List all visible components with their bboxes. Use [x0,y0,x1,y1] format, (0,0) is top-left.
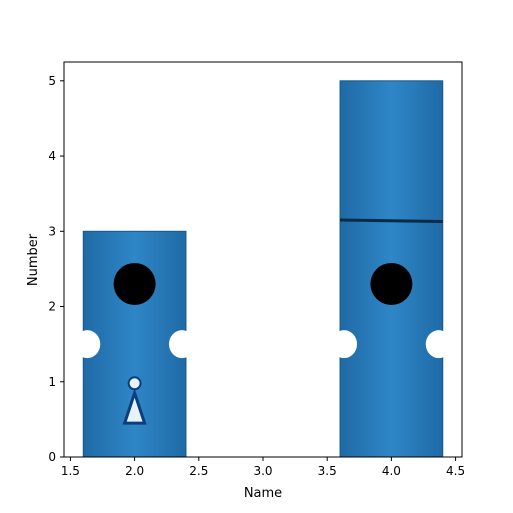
y-tick-label: 4 [48,149,56,163]
bar-right-notch [168,330,195,359]
bar-figure-body [122,388,147,425]
x-tick-label: 4.0 [382,464,401,478]
bar-left-notch [74,330,101,359]
y-tick-label: 0 [48,450,56,464]
bar [74,230,195,458]
x-axis-ticks: 1.5 2.0 2.5 3.0 3.5 4.0 4.5 [61,457,465,478]
bar-figure-head [127,376,142,391]
x-tick-label: 2.5 [189,464,208,478]
y-tick-label: 5 [48,74,56,88]
bar-right-notch [425,330,452,359]
bar-seam [340,218,443,224]
x-axis-label: Name [244,486,282,501]
bar [331,80,452,458]
x-tick-label: 3.0 [253,464,272,478]
bar-left-notch [331,330,358,359]
y-tick-label: 2 [48,300,56,314]
x-tick-label: 2.0 [125,464,144,478]
y-tick-label: 3 [48,224,56,238]
bar-hole [370,262,413,305]
x-tick-label: 3.5 [318,464,337,478]
x-tick-label: 1.5 [61,464,80,478]
y-axis-label: Number [26,233,41,286]
y-axis-ticks: 0 1 2 3 4 5 [48,74,64,464]
x-tick-label: 4.5 [446,464,465,478]
bar-hole [113,262,156,305]
y-tick-label: 1 [48,375,56,389]
bars [74,80,452,458]
